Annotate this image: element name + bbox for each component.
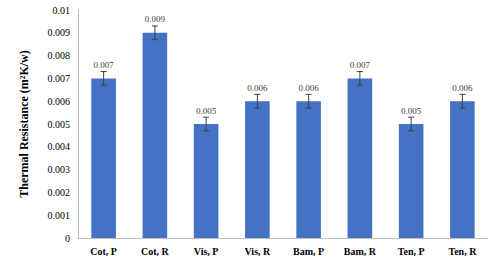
svg-text:Ten, R: Ten, R [448, 246, 477, 257]
svg-text:0.007: 0.007 [94, 60, 115, 70]
svg-text:Ten, P: Ten, P [398, 246, 425, 257]
svg-text:0.009: 0.009 [145, 14, 166, 24]
svg-text:0.003: 0.003 [48, 164, 71, 175]
svg-text:Cot, P: Cot, P [90, 246, 117, 257]
svg-text:0.006: 0.006 [452, 83, 473, 93]
svg-text:0.006: 0.006 [299, 83, 320, 93]
svg-text:0.006: 0.006 [48, 96, 71, 107]
svg-text:Bam, P: Bam, P [293, 246, 324, 257]
svg-text:Bam, R: Bam, R [344, 246, 377, 257]
svg-text:0.005: 0.005 [196, 106, 217, 116]
svg-text:0.007: 0.007 [48, 73, 71, 84]
svg-text:0.004: 0.004 [48, 141, 71, 152]
svg-text:Vis, P: Vis, P [194, 246, 219, 257]
svg-text:0.01: 0.01 [53, 5, 71, 16]
svg-text:0.007: 0.007 [350, 60, 371, 70]
svg-text:0.002: 0.002 [48, 187, 71, 198]
svg-text:Cot, R: Cot, R [141, 246, 170, 257]
svg-text:0.008: 0.008 [48, 50, 71, 61]
svg-text:Thermal Resistance (m²K/w): Thermal Resistance (m²K/w) [17, 50, 31, 198]
svg-text:0.001: 0.001 [48, 210, 71, 221]
svg-text:Vis, R: Vis, R [245, 246, 272, 257]
svg-text:0: 0 [65, 233, 70, 244]
svg-text:0.006: 0.006 [247, 83, 268, 93]
svg-text:0.005: 0.005 [401, 106, 422, 116]
svg-text:0.009: 0.009 [48, 27, 71, 38]
svg-text:0.005: 0.005 [48, 119, 71, 130]
